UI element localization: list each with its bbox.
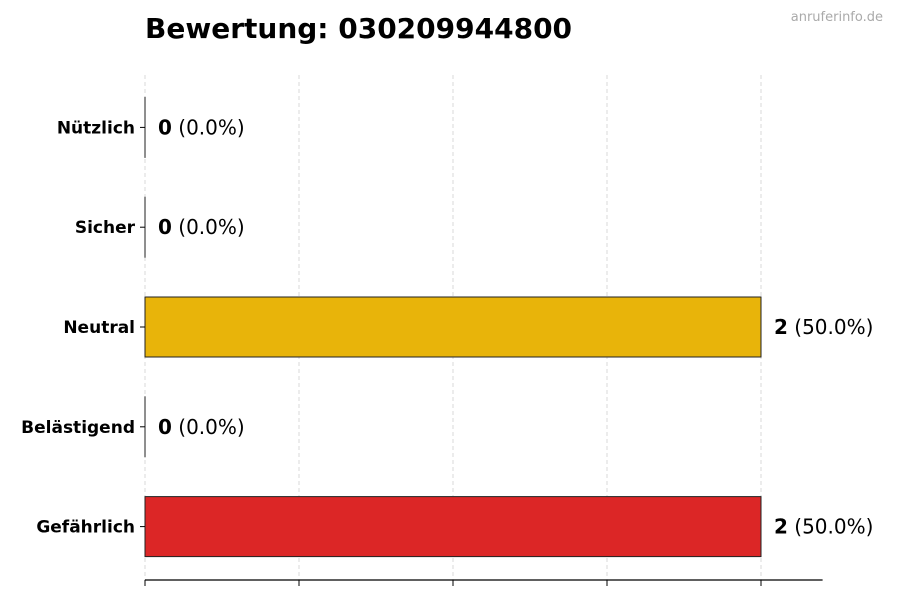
value-label: 0 (0.0%) <box>158 115 245 139</box>
category-label: Nützlich <box>57 118 135 138</box>
chart-title: Bewertung: 030209944800 <box>145 12 573 45</box>
category-label: Gefährlich <box>36 518 135 538</box>
category-label: Sicher <box>75 218 136 238</box>
value-label: 2 (50.0%) <box>774 515 873 539</box>
value-label: 0 (0.0%) <box>158 415 245 439</box>
value-label: 2 (50.0%) <box>774 315 873 339</box>
bar-2 <box>144 296 762 358</box>
value-label: 0 (0.0%) <box>158 215 245 239</box>
category-label: Belästigend <box>21 418 135 438</box>
category-label: Neutral <box>63 318 135 338</box>
watermark: anruferinfo.de <box>790 10 883 25</box>
bar-4 <box>144 496 762 558</box>
